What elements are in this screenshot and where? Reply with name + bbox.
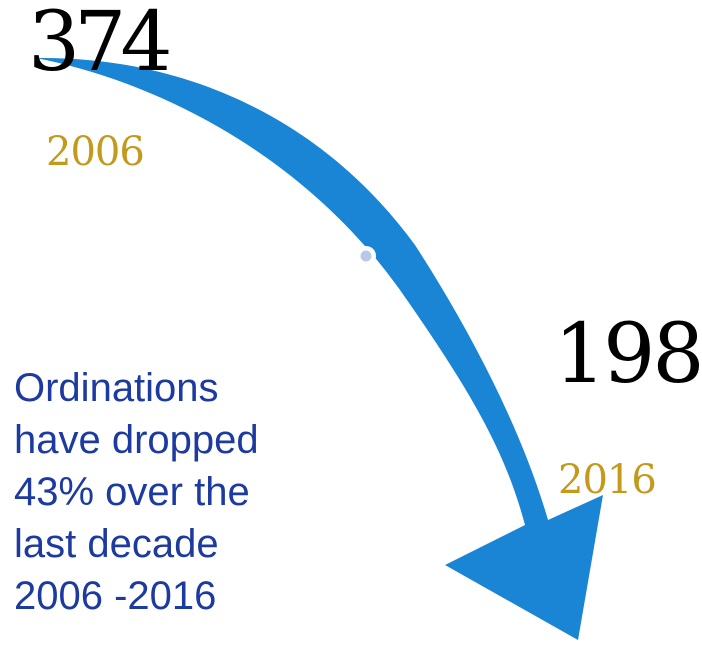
start-value-label: 374 — [28, 0, 172, 90]
caption-block: Ordinations have dropped 43% over the la… — [14, 362, 334, 622]
caption-line-5: 2006 -2016 — [14, 574, 217, 618]
start-year-label: 2006 — [46, 129, 145, 175]
caption-line-1: Ordinations — [14, 366, 219, 410]
caption-line-3: 43% over the — [14, 470, 250, 514]
end-year-label: 2016 — [558, 457, 657, 503]
trend-marker-dot — [360, 250, 372, 262]
end-value-label: 198 — [554, 307, 702, 402]
caption-line-4: last decade — [14, 522, 219, 566]
downward-trend-arrow — [36, 57, 603, 640]
caption-line-2: have dropped — [14, 418, 259, 462]
